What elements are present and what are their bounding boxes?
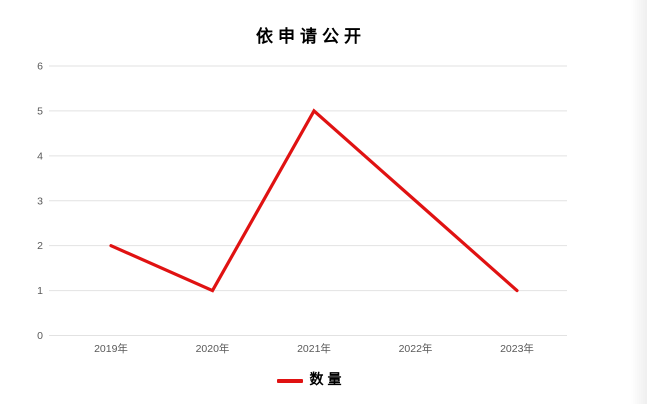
series-line	[109, 108, 519, 293]
chart-legend: 数量	[0, 372, 622, 390]
y-tick-label: 6	[37, 61, 43, 73]
chart-title: 依申请公开	[256, 27, 366, 46]
y-tick-label: 0	[37, 330, 43, 342]
y-tick-label: 2	[37, 240, 43, 252]
x-tick-label: 2022年	[399, 342, 433, 355]
y-tick-label: 1	[37, 285, 43, 297]
y-tick-label: 5	[37, 105, 43, 117]
y-tick-label: 3	[37, 195, 43, 207]
y-tick-label: 4	[37, 150, 43, 162]
legend-line-swatch	[276, 379, 303, 383]
x-tick-label: 2020年	[196, 342, 230, 355]
x-tick-label: 2019年	[94, 342, 128, 355]
x-tick-label: 2023年	[500, 342, 534, 355]
x-tick-label: 2021年	[297, 342, 331, 355]
legend-series-label: 数量	[309, 373, 346, 388]
